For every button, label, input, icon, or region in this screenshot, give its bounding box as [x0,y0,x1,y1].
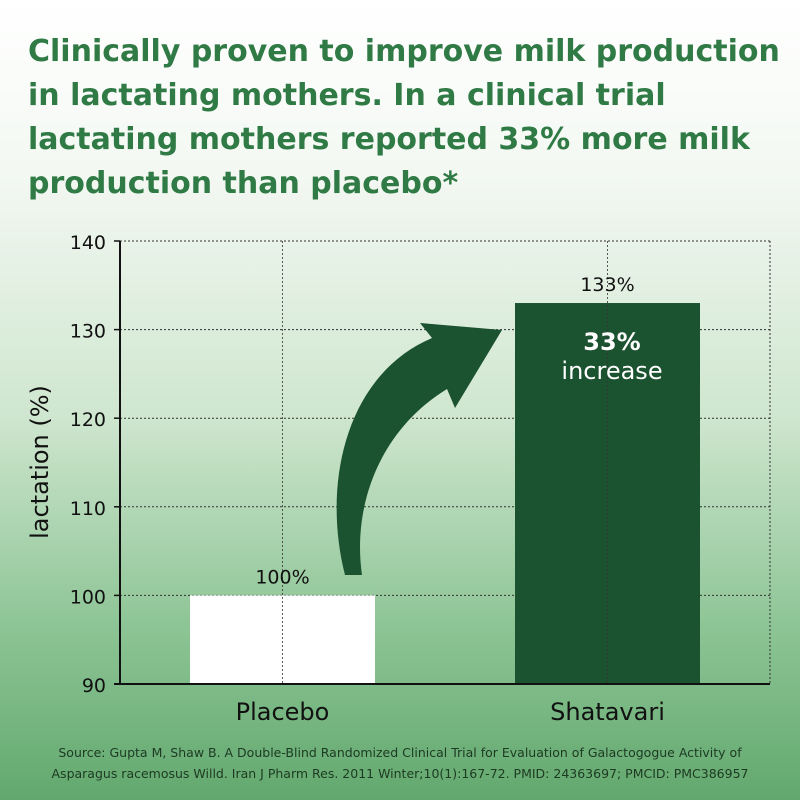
increase-arrow-icon [336,323,502,575]
source-line-1: Source: Gupta M, Shaw B. A Double-Blind … [58,745,742,760]
annotation-percent: 33% [583,328,640,356]
y-tick-label: 110 [70,498,106,520]
value-label-shatavari: 133% [580,274,634,296]
category-label-shatavari: Shatavari [550,698,665,726]
y-axis-title: lactation (%) [26,385,54,539]
y-tick-label: 100 [70,586,106,608]
category-label-placebo: Placebo [236,698,330,726]
y-tick-label: 90 [82,675,106,697]
y-tick-label: 130 [70,321,106,343]
value-label-placebo: 100% [255,566,309,588]
center-gridlines [282,241,608,684]
bars [190,303,700,684]
y-tick-label: 120 [70,409,106,431]
headline: Clinically proven to improve milk produc… [28,34,780,201]
source-line-2: Asparagus racemosus Willd. Iran J Pharm … [51,766,749,781]
annotation-label: increase [561,357,662,385]
source-citation: Source: Gupta M, Shaw B. A Double-Blind … [0,742,800,784]
lactation-bar-chart: 33% increase lactation (%) 90 100 110 120 13… [26,232,771,726]
chart-labels: 33% increase lactation (%) 90 100 110 120 13… [26,232,665,726]
y-tick-label: 140 [70,232,106,254]
axes [114,240,770,685]
